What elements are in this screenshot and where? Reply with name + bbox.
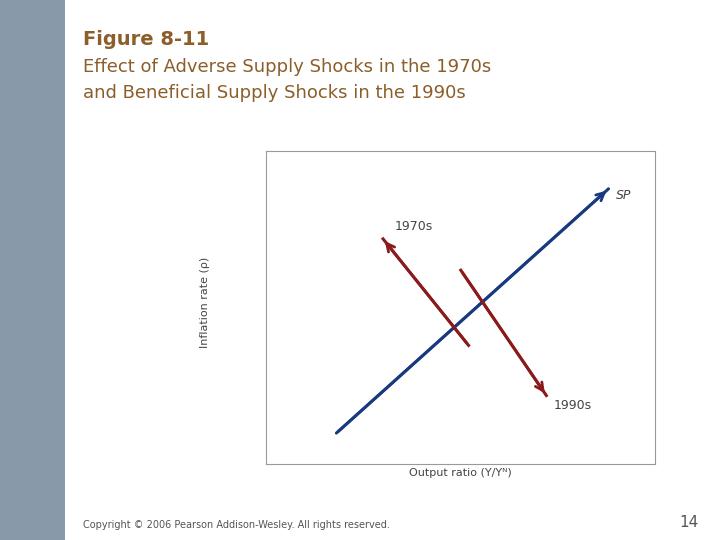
Text: Output ratio (Y/Yᴺ): Output ratio (Y/Yᴺ)	[410, 468, 512, 478]
Text: 1970s: 1970s	[395, 220, 433, 233]
Text: 14: 14	[679, 515, 698, 530]
Text: Copyright © 2006 Pearson Addison-Wesley. All rights reserved.: Copyright © 2006 Pearson Addison-Wesley.…	[83, 520, 390, 530]
Text: SP: SP	[616, 189, 631, 202]
Text: Inflation rate (ρ): Inflation rate (ρ)	[200, 257, 210, 348]
Text: and Beneficial Supply Shocks in the 1990s: and Beneficial Supply Shocks in the 1990…	[83, 84, 466, 102]
Text: Effect of Adverse Supply Shocks in the 1970s: Effect of Adverse Supply Shocks in the 1…	[83, 58, 491, 76]
Text: Figure 8-11: Figure 8-11	[83, 30, 209, 49]
Text: 1990s: 1990s	[554, 399, 593, 411]
